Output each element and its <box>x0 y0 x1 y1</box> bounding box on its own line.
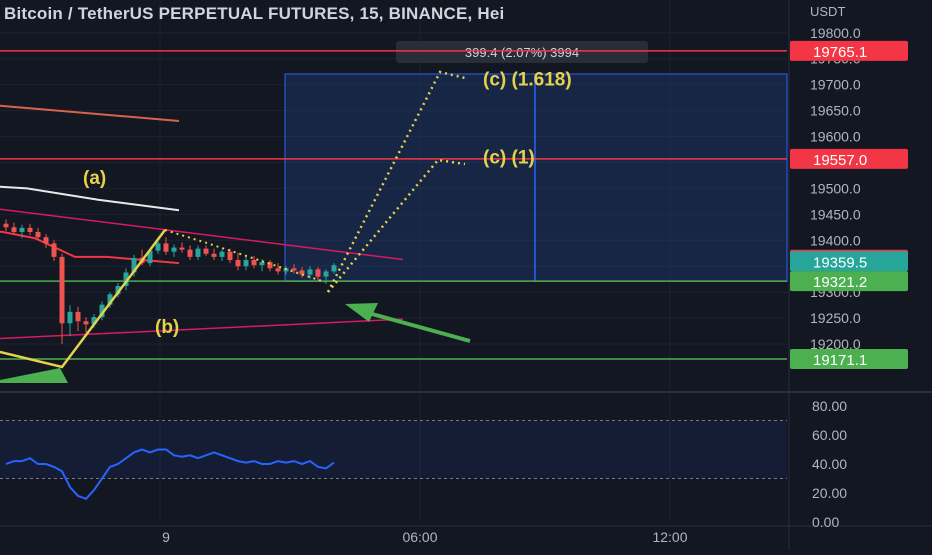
wave-label: (a) <box>83 168 106 189</box>
candle-body <box>227 251 233 261</box>
price-tag <box>790 349 908 370</box>
candle-body <box>211 253 217 257</box>
candle-body <box>83 321 89 325</box>
candle-body <box>43 237 49 244</box>
rsi-tick: 80.00 <box>812 398 847 414</box>
chart-text: (a) (b) (c) (1) (c) (1.618) <box>83 69 572 337</box>
price-tick: 19600.0 <box>810 129 861 145</box>
axis-currency: USDT <box>810 4 846 19</box>
chart-lines <box>0 50 787 500</box>
candle-body <box>3 223 9 228</box>
price-tag-label: 19171.1 <box>813 352 867 369</box>
rsi-tick: 20.00 <box>812 485 847 501</box>
price-tag-label: 19359.5 <box>813 254 867 271</box>
candle-body <box>323 271 329 277</box>
wave-dotted-line <box>164 229 326 283</box>
candle-body <box>275 268 281 272</box>
price-tag-label: 19765.1 <box>813 44 867 61</box>
candle-body <box>59 256 65 324</box>
candle-body <box>179 247 185 250</box>
price-tag <box>790 40 908 61</box>
time-tick: 12:00 <box>652 529 687 545</box>
candle-body <box>163 243 169 252</box>
moving-average-line <box>0 104 180 122</box>
candle-body <box>235 260 241 267</box>
price-tag <box>790 251 908 272</box>
candle-body <box>243 260 249 267</box>
candle-body <box>299 270 305 275</box>
measure-label: 399.4 (2.07%) 3994 <box>465 45 579 60</box>
time-tick: 06:00 <box>402 529 437 545</box>
candle-body <box>123 272 129 286</box>
rsi-band-fill <box>0 420 787 479</box>
projection-1618-path <box>326 70 466 293</box>
price-tick: 19500.0 <box>810 180 861 196</box>
price-tag-label: 19321.2 <box>813 274 867 291</box>
projection-range[interactable]: 399.4 (2.07%) 3994 <box>284 41 788 282</box>
price-tick: 19700.0 <box>810 77 861 93</box>
chart-title: Bitcoin / TetherUS PERPETUAL FUTURES, 15… <box>4 4 505 23</box>
wave-label: (c) (1) <box>483 147 535 168</box>
candle-body <box>315 269 321 277</box>
measure-label-box <box>396 41 648 63</box>
range-box <box>284 73 788 282</box>
candle-body <box>219 251 225 257</box>
candle-body <box>187 249 193 257</box>
support-marker <box>0 368 68 383</box>
candle-body <box>91 317 97 325</box>
price-tag <box>790 271 908 292</box>
rsi-band <box>0 420 787 479</box>
candle-body <box>251 260 257 266</box>
rsi-tick: 40.00 <box>812 456 847 472</box>
trend-line <box>0 318 404 340</box>
candle-body <box>27 227 33 232</box>
candle-body <box>155 243 161 251</box>
moving-average-line <box>0 185 180 212</box>
candle-body <box>195 248 201 257</box>
rsi-tick: 0.00 <box>812 514 839 530</box>
drawings[interactable] <box>0 70 471 383</box>
candle-body <box>99 304 105 318</box>
candle-body <box>67 311 73 324</box>
candle-body <box>259 262 265 266</box>
candle-body <box>171 247 177 252</box>
candle-body <box>35 232 41 238</box>
arrow-shaft <box>371 312 471 343</box>
candle-body <box>51 243 57 257</box>
rsi-line <box>5 448 335 500</box>
rsi-tick: 60.00 <box>812 427 847 443</box>
candle-body <box>19 227 25 232</box>
candle-body <box>147 250 153 264</box>
wave-label: (c) (1.618) <box>483 69 572 90</box>
price-tick: 19800.0 <box>810 25 861 41</box>
price-tag <box>790 148 908 169</box>
time-tick: 9 <box>162 529 170 545</box>
trend-line <box>0 208 404 261</box>
price-tick: 19450.0 <box>810 206 861 222</box>
candle-body <box>203 248 209 254</box>
candle-body <box>115 285 121 295</box>
candle-body <box>107 294 113 305</box>
price-axis[interactable]: 19800.019750.019700.019650.019600.019550… <box>162 25 908 545</box>
candle-body <box>267 262 273 269</box>
price-tick: 19650.0 <box>810 103 861 119</box>
price-tick: 19250.0 <box>810 310 861 326</box>
candle-body <box>291 268 297 271</box>
candle-body <box>75 311 81 322</box>
wave-line <box>0 229 166 369</box>
candle-body <box>131 257 137 273</box>
price-tag-label: 19557.0 <box>813 152 867 169</box>
candle-body <box>11 227 17 232</box>
arrow-head <box>345 303 378 322</box>
candle-body <box>307 269 313 275</box>
wave-label: (b) <box>155 317 179 338</box>
price-tick: 19200.0 <box>810 336 861 352</box>
candle-body <box>331 265 337 272</box>
price-tick: 19400.0 <box>810 232 861 248</box>
